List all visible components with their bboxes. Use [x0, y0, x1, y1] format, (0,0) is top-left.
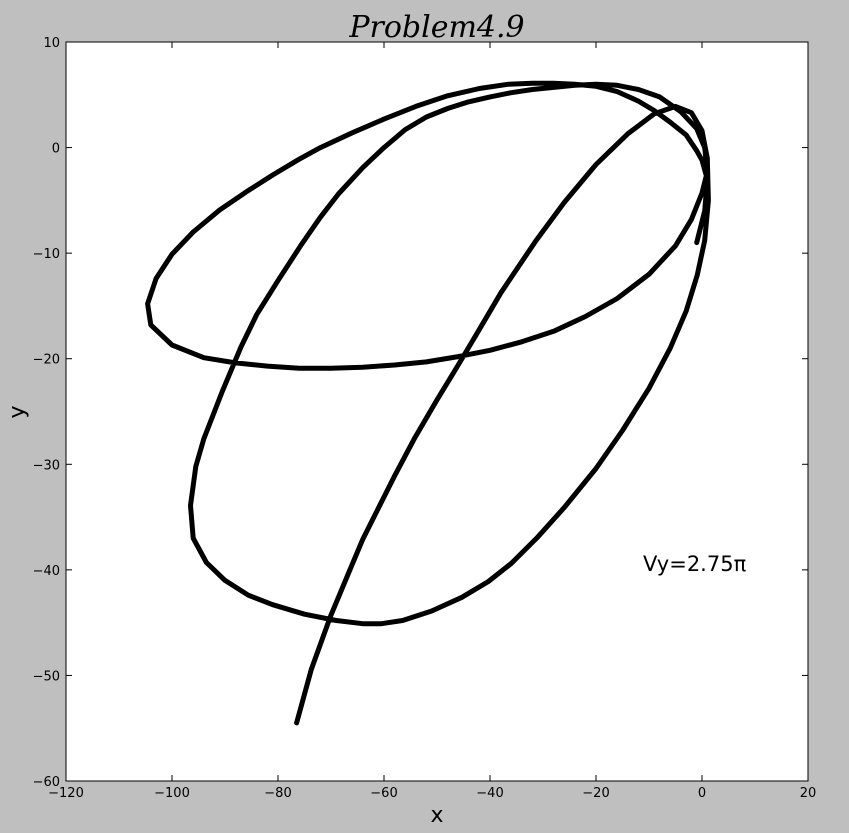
x-tick-label: −80: [264, 786, 291, 801]
y-tick-label: −20: [33, 353, 60, 368]
x-tick-label: −40: [476, 786, 503, 801]
plot-area: [65, 41, 809, 782]
x-tick-label: 20: [800, 786, 817, 801]
trajectory-line: [145, 80, 711, 726]
y-axis-label: y: [5, 405, 30, 418]
y-tick-label: −10: [33, 247, 60, 262]
y-tick-label: −30: [33, 458, 60, 473]
x-tick-label: −60: [370, 786, 397, 801]
y-tick-label: −60: [33, 775, 60, 790]
axis-ticks: [65, 41, 809, 782]
y-tick-label: −40: [33, 564, 60, 579]
y-tick-label: 0: [52, 142, 60, 157]
x-tick-label: 0: [698, 786, 706, 801]
chart-title: Problem4.9: [348, 10, 524, 45]
axis-tick-labels: −120 −100 −80 −60 −40 −20 0 20−60−50−40−30−20−1…: [33, 36, 817, 801]
velocity-annotation: Vy=2.75π: [643, 552, 747, 576]
y-tick-label: 10: [43, 36, 60, 51]
x-tick-label: −120: [48, 786, 84, 801]
x-tick-label: −100: [154, 786, 190, 801]
x-tick-label: −20: [582, 786, 609, 801]
x-axis-label: x: [430, 803, 443, 828]
y-tick-label: −50: [33, 669, 60, 684]
